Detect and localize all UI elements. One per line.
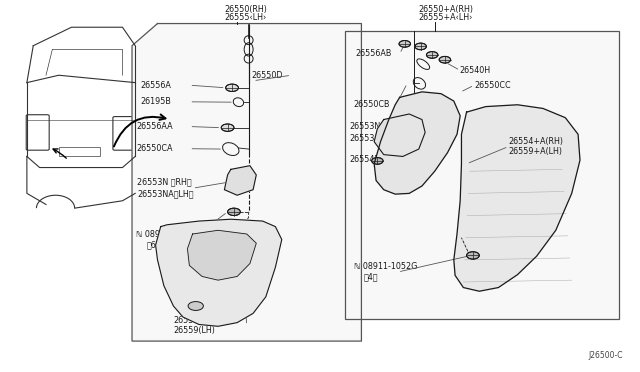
Polygon shape [156, 219, 282, 326]
Circle shape [399, 41, 410, 47]
Text: （6）: （6） [147, 241, 161, 250]
Polygon shape [374, 92, 460, 194]
Text: 26555‹LH›: 26555‹LH› [225, 13, 266, 22]
Bar [346, 31, 620, 319]
Text: 26550CA: 26550CA [136, 144, 173, 153]
Text: 26554(RH): 26554(RH) [173, 316, 216, 325]
Circle shape [228, 208, 241, 215]
Text: 26550CC: 26550CC [474, 81, 511, 90]
Circle shape [221, 124, 234, 131]
Text: 26550(RH): 26550(RH) [225, 5, 268, 14]
Text: ℕ 08911-1052G: ℕ 08911-1052G [136, 230, 200, 239]
Circle shape [226, 84, 239, 92]
Text: 26555+A‹LH›: 26555+A‹LH› [419, 13, 473, 22]
Circle shape [372, 158, 383, 164]
Text: 26559(LH): 26559(LH) [173, 326, 215, 335]
Text: 26554B: 26554B [349, 155, 380, 164]
Circle shape [426, 52, 438, 58]
Polygon shape [454, 105, 580, 291]
Text: 26195B: 26195B [140, 97, 171, 106]
Polygon shape [188, 230, 256, 280]
Text: ℕ 08911-1052G: ℕ 08911-1052G [355, 262, 418, 271]
Text: 26553NA〈LH〉: 26553NA〈LH〉 [137, 190, 194, 199]
Text: 26553NC〈LH〉: 26553NC〈LH〉 [349, 133, 406, 142]
Polygon shape [374, 114, 425, 157]
Text: 26556AA: 26556AA [136, 122, 173, 131]
Text: 26553NB(RH): 26553NB(RH) [349, 122, 404, 131]
Polygon shape [225, 166, 256, 195]
Circle shape [467, 252, 479, 259]
Text: 26559+A(LH): 26559+A(LH) [509, 147, 563, 156]
Text: 26540H: 26540H [459, 66, 490, 75]
Text: 26553N 〈RH〉: 26553N 〈RH〉 [137, 178, 192, 187]
Polygon shape [132, 23, 362, 341]
Text: J26500-C: J26500-C [588, 350, 623, 359]
Text: 26554+A(RH): 26554+A(RH) [509, 137, 564, 146]
Text: 26550+A(RH): 26550+A(RH) [419, 5, 474, 14]
Text: 26550CB: 26550CB [353, 100, 390, 109]
Text: 26550D: 26550D [252, 71, 284, 80]
Circle shape [439, 57, 451, 63]
Text: （4）: （4） [364, 273, 378, 282]
Text: 26556A: 26556A [140, 81, 171, 90]
Text: 26556AB: 26556AB [356, 49, 392, 58]
Circle shape [188, 302, 204, 310]
Bar [59, 147, 100, 157]
Circle shape [415, 43, 426, 50]
